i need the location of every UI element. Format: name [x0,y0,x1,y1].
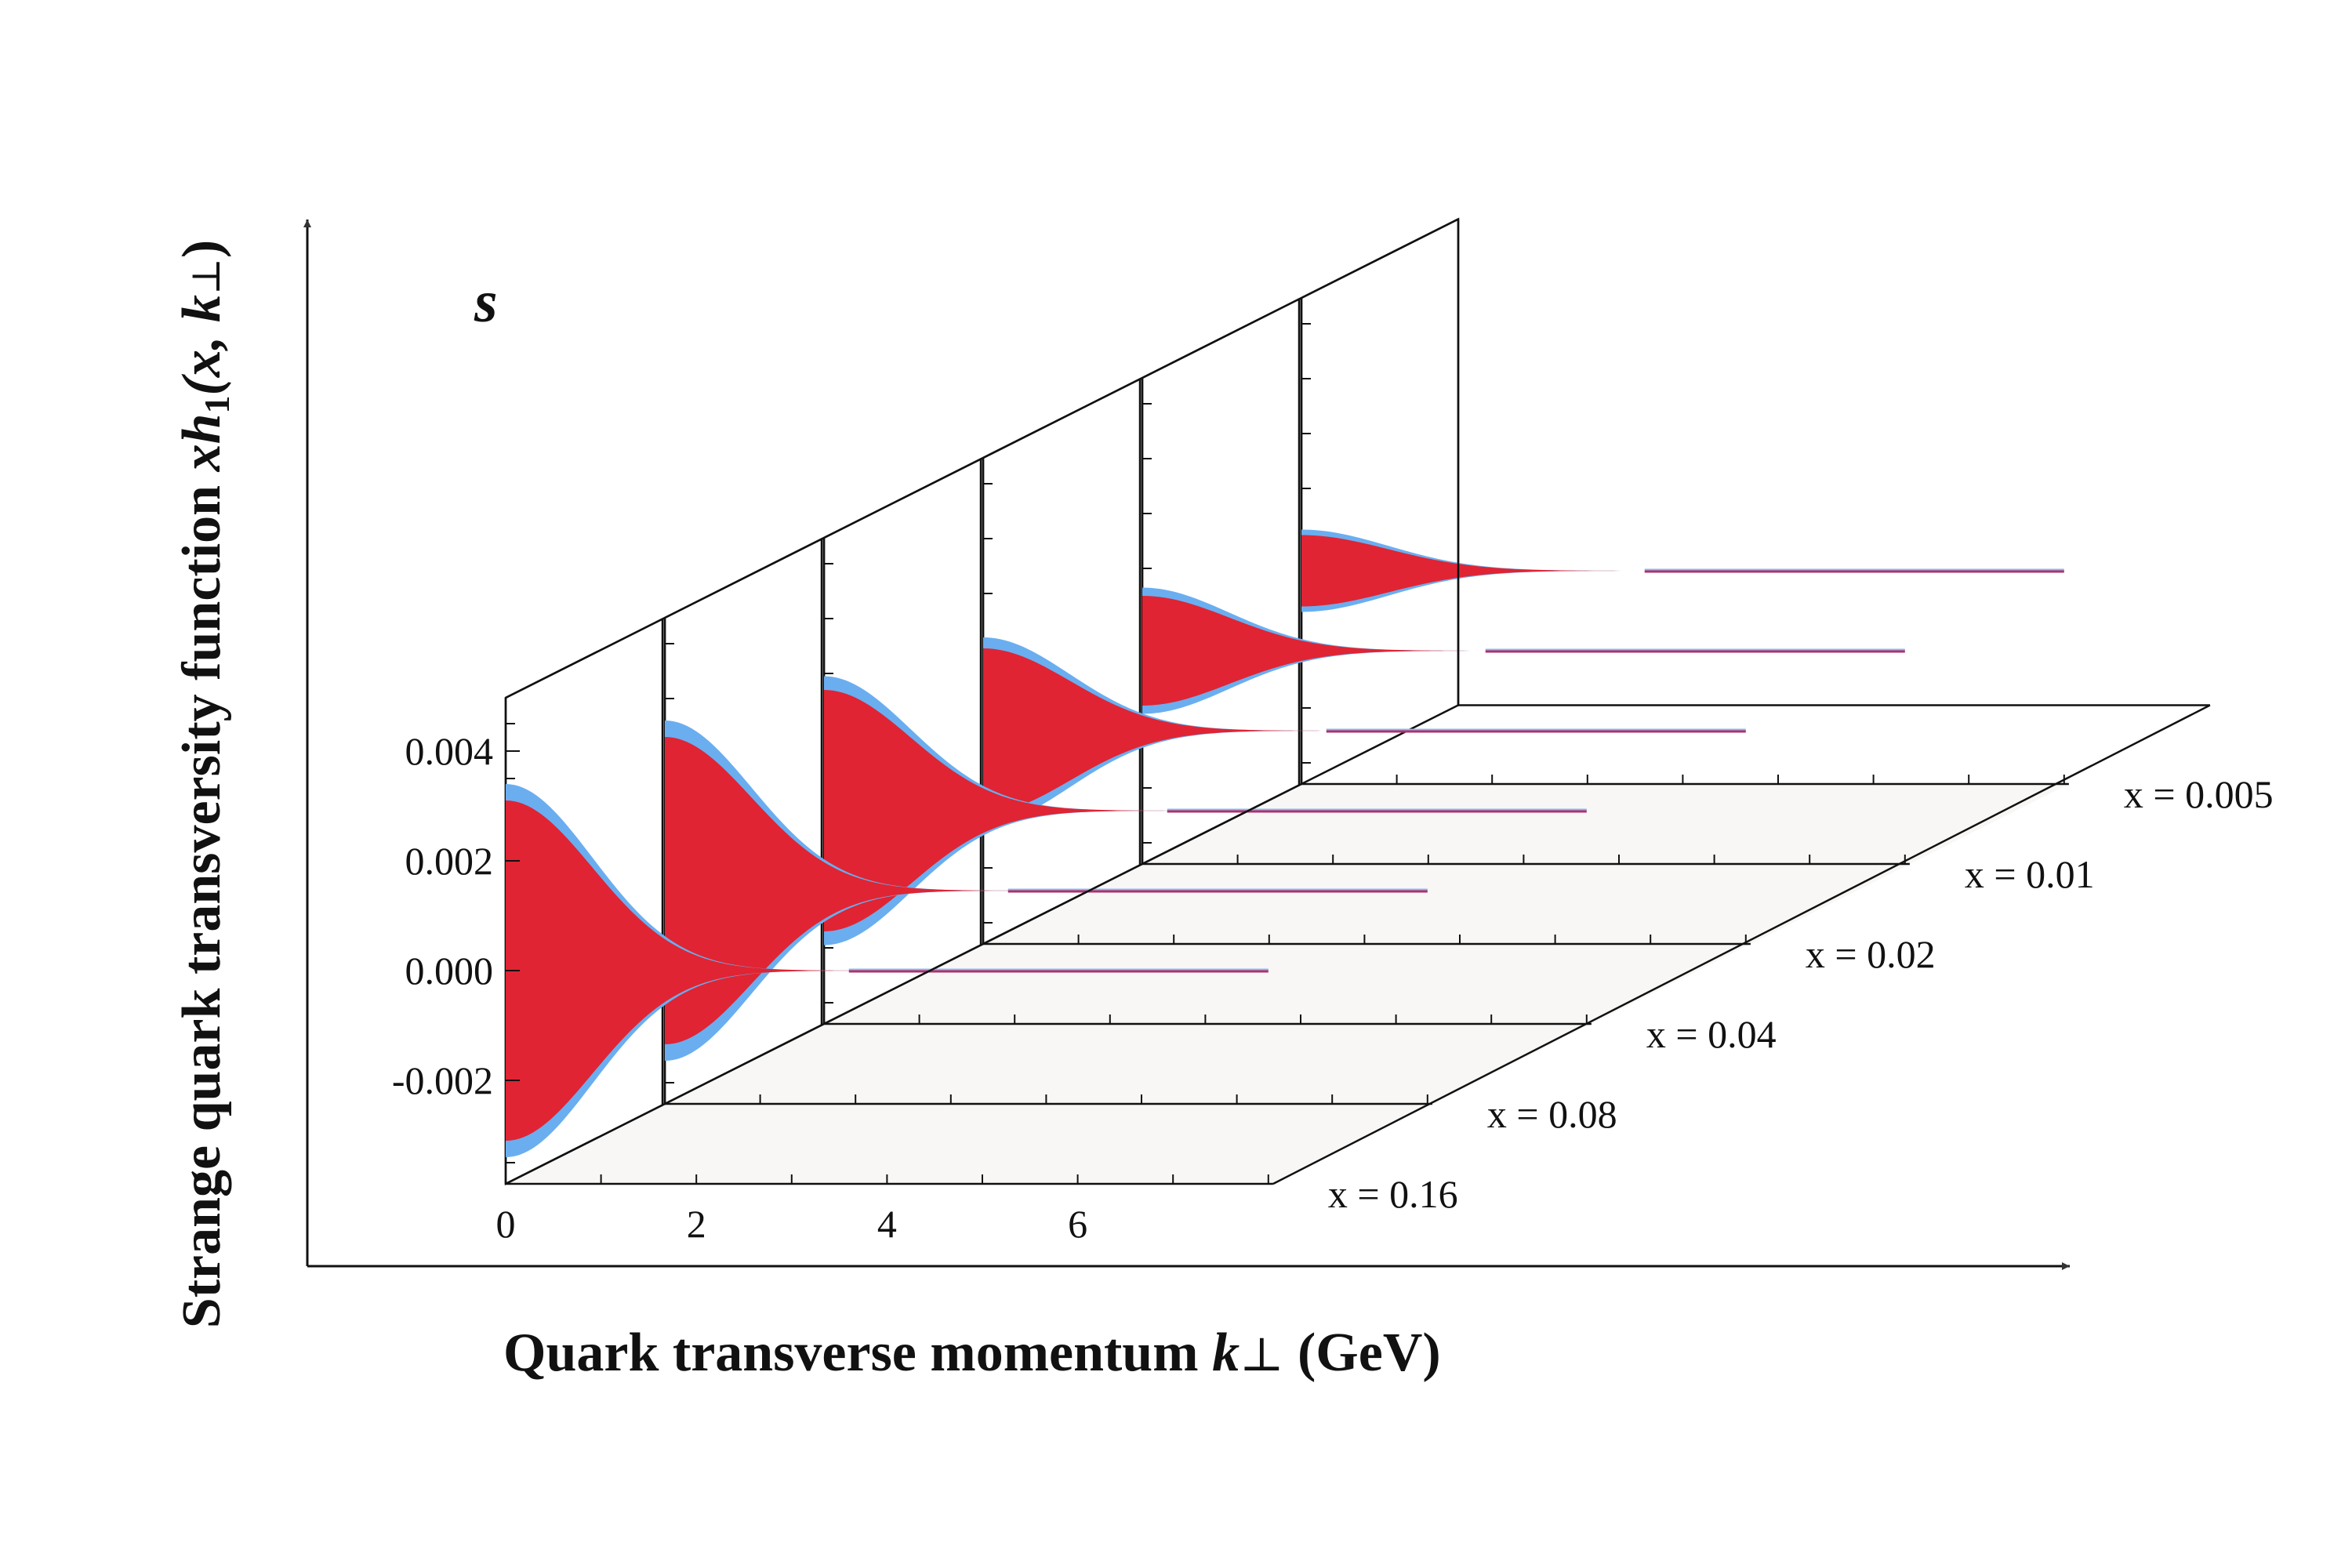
slice-label-4: x = 0.01 [1965,852,2095,896]
slice-central-curve [1301,535,1702,607]
floor-plane [506,784,2069,1184]
y-axis-title-sub2: ⊥ [184,258,228,295]
y-axis-title-sub1: 1 [197,395,237,413]
slice-3: x = 0.02 [982,377,1936,976]
y-axis-title-prefix: Strange quark transversity function [172,471,232,1328]
y-axis-title-k: k [172,295,232,322]
y-axis-title-args-close: ) [172,240,232,258]
slice-panel [1300,217,1460,786]
flavor-label: s [474,269,498,335]
slice-4: x = 0.01 [1141,297,2095,896]
slice-label-5: x = 0.005 [2124,772,2274,816]
slice-central-curve [665,737,1065,1044]
slice-central-curve [1142,596,1543,706]
x-axis-title-suffix: (GeV) [1284,1323,1441,1383]
slice-label-0: x = 0.16 [1328,1172,1458,1216]
3d-scene: x = 0.005 x = 0.01 x = 0.02 x = 0.04 x = 0.0… [392,217,2274,1246]
x-tick-label: 0 [496,1202,516,1246]
x-axis-title-sub: ⊥ [1240,1329,1283,1381]
y-axis-title: Strange quark transversity function xh1(… [172,240,237,1328]
panel-top-edge [505,218,1459,699]
y-tick-label: 0.004 [405,729,494,773]
x-tick-label: 4 [877,1202,897,1246]
x-axis-title-prefix: Quark transverse momentum [503,1323,1212,1383]
slice-2: x = 0.04 [822,457,1777,1056]
y-tick-label: -0.002 [392,1058,493,1102]
slice-panel [1141,297,1301,866]
slice-label-2: x = 0.04 [1646,1012,1777,1056]
y-axis-title-func: xh [172,413,232,472]
slice-label-1: x = 0.08 [1487,1092,1617,1136]
x-axis-title: Quark transverse momentum k⊥ (GeV) [503,1323,1441,1383]
slice-central-curve [506,800,906,1141]
slice-5: x = 0.005 [1300,217,2274,816]
x-tick-label: 2 [687,1202,706,1246]
slice-label-3: x = 0.02 [1806,932,1936,976]
slice-central-curve [824,690,1225,931]
y-tick-label: 0.002 [405,839,494,883]
y-tick-label: 0.000 [405,949,494,993]
slice-central-curve [983,648,1384,813]
x-axis-title-symbol: k [1212,1323,1240,1383]
floor-right-diagonal [1272,704,2211,1185]
y-axis-title-args-open: (x, [172,322,232,395]
x-tick-label: 6 [1068,1202,1087,1246]
floor-left-diagonal [505,782,1302,1185]
